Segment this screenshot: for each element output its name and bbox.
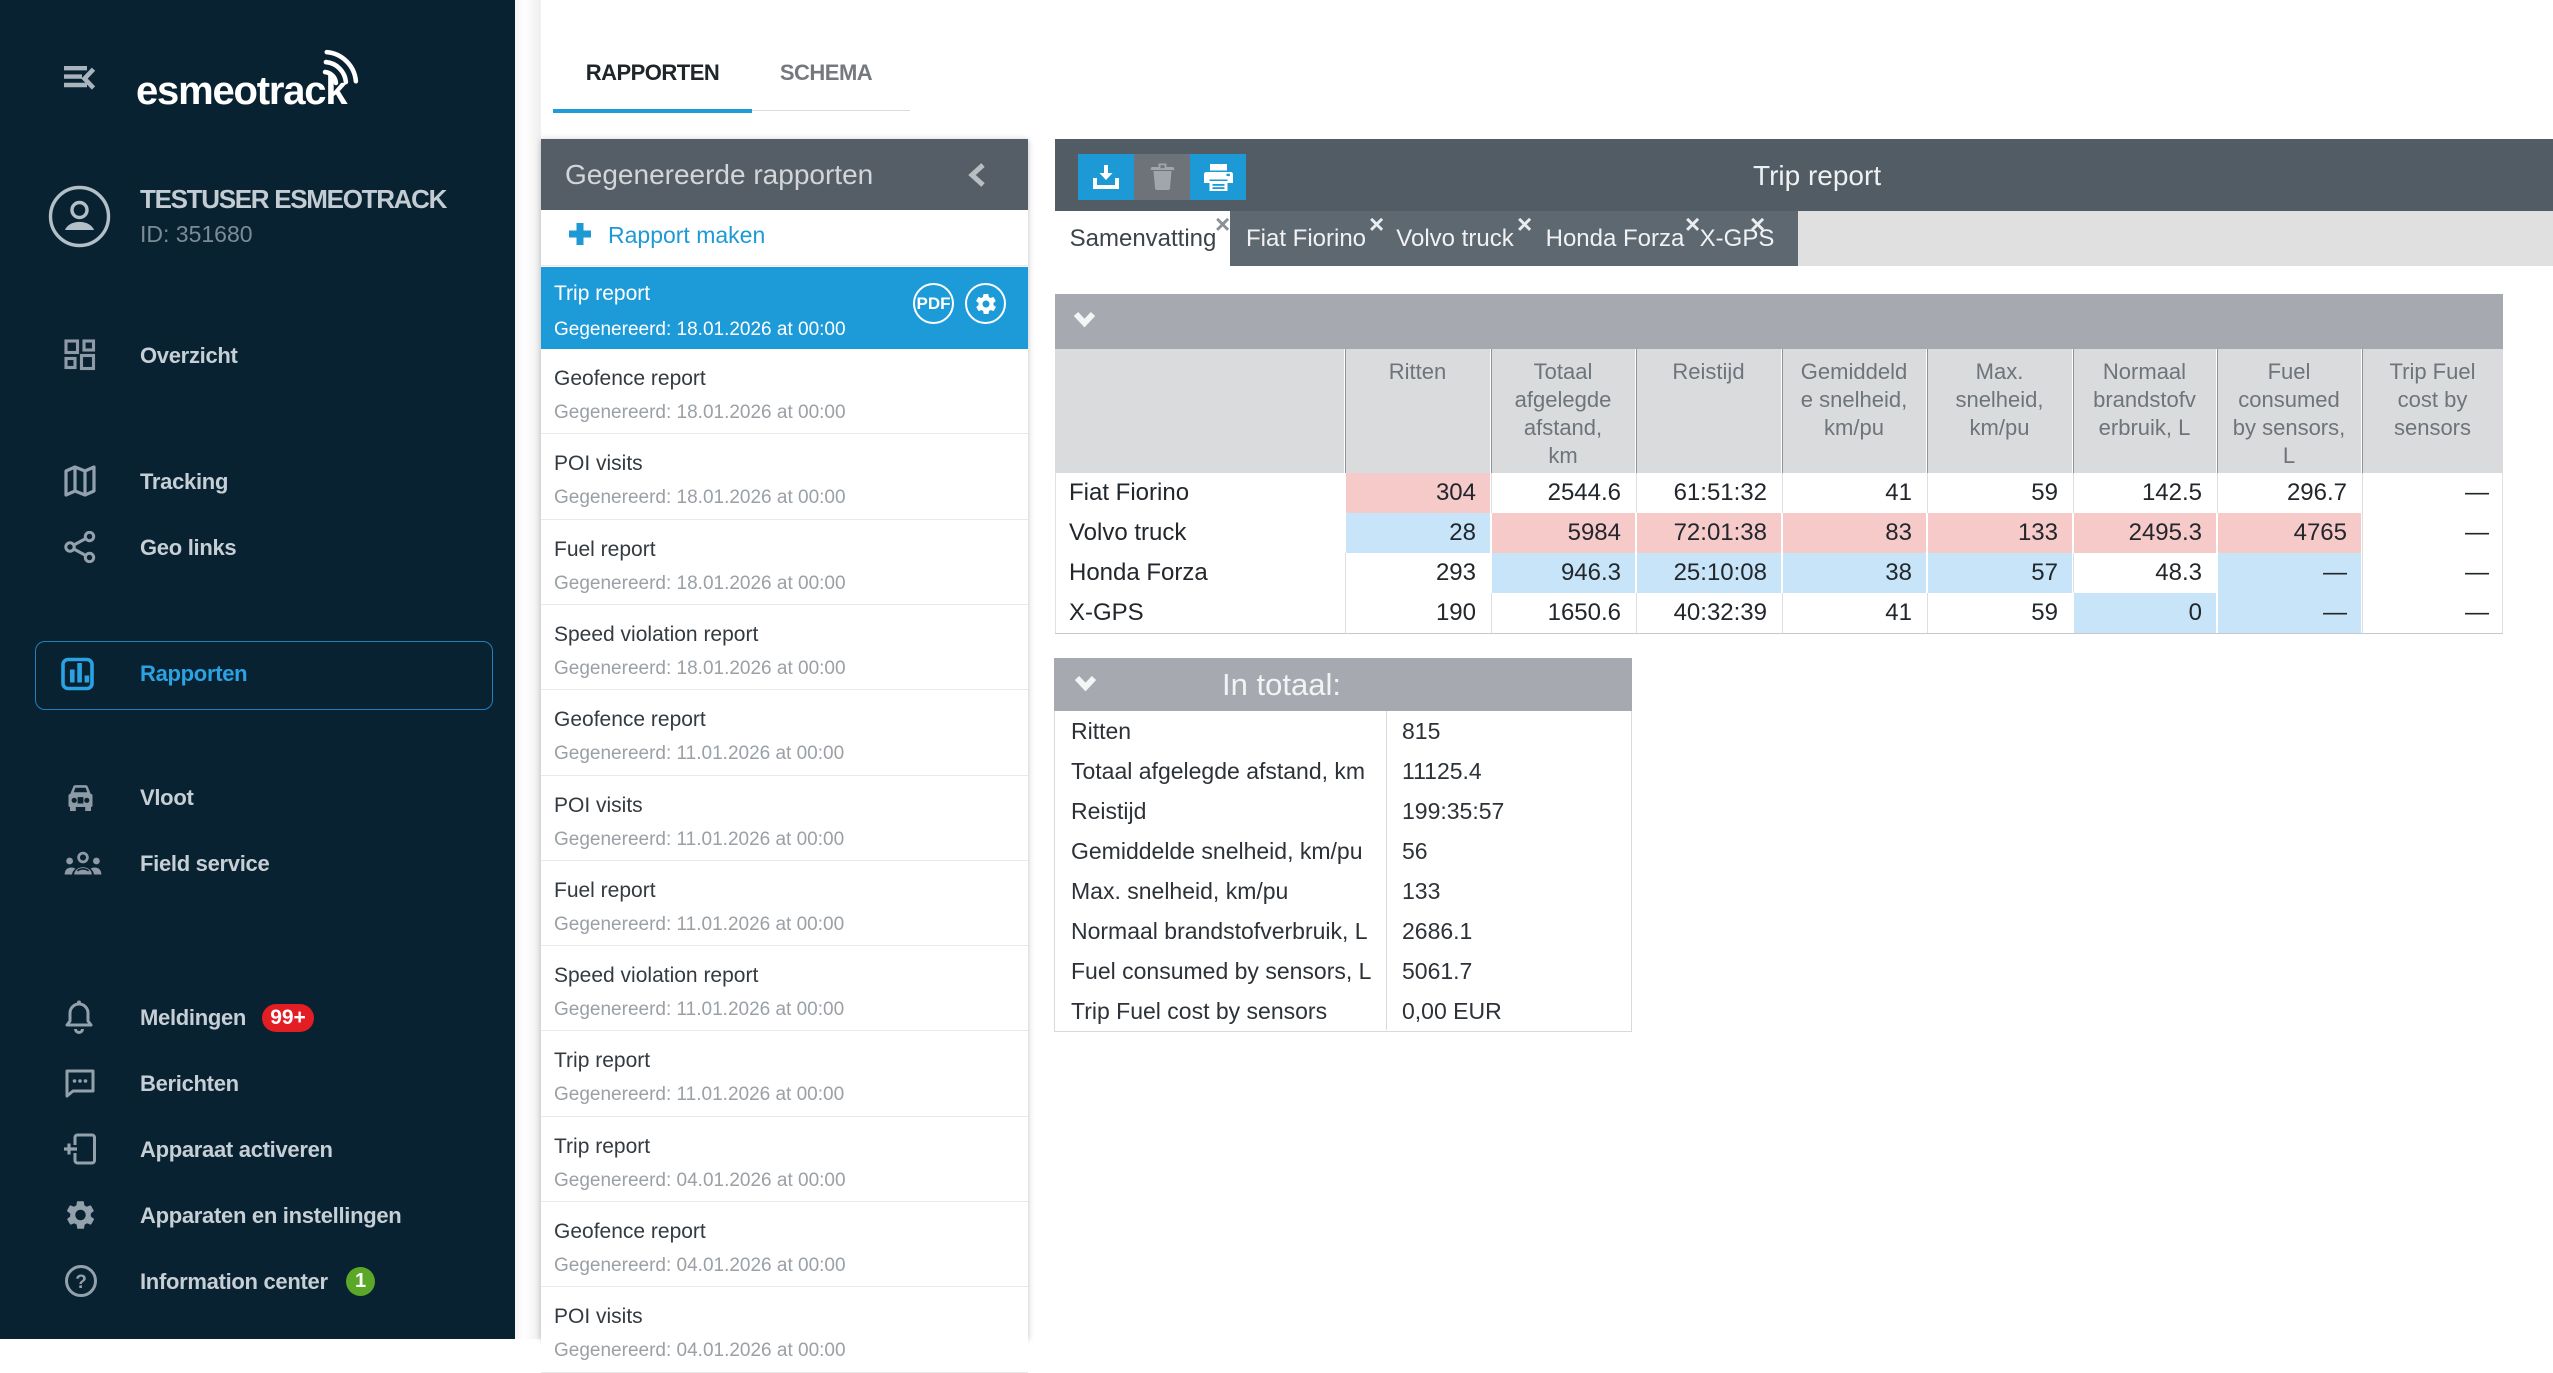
svg-text:?: ? xyxy=(75,1272,87,1293)
